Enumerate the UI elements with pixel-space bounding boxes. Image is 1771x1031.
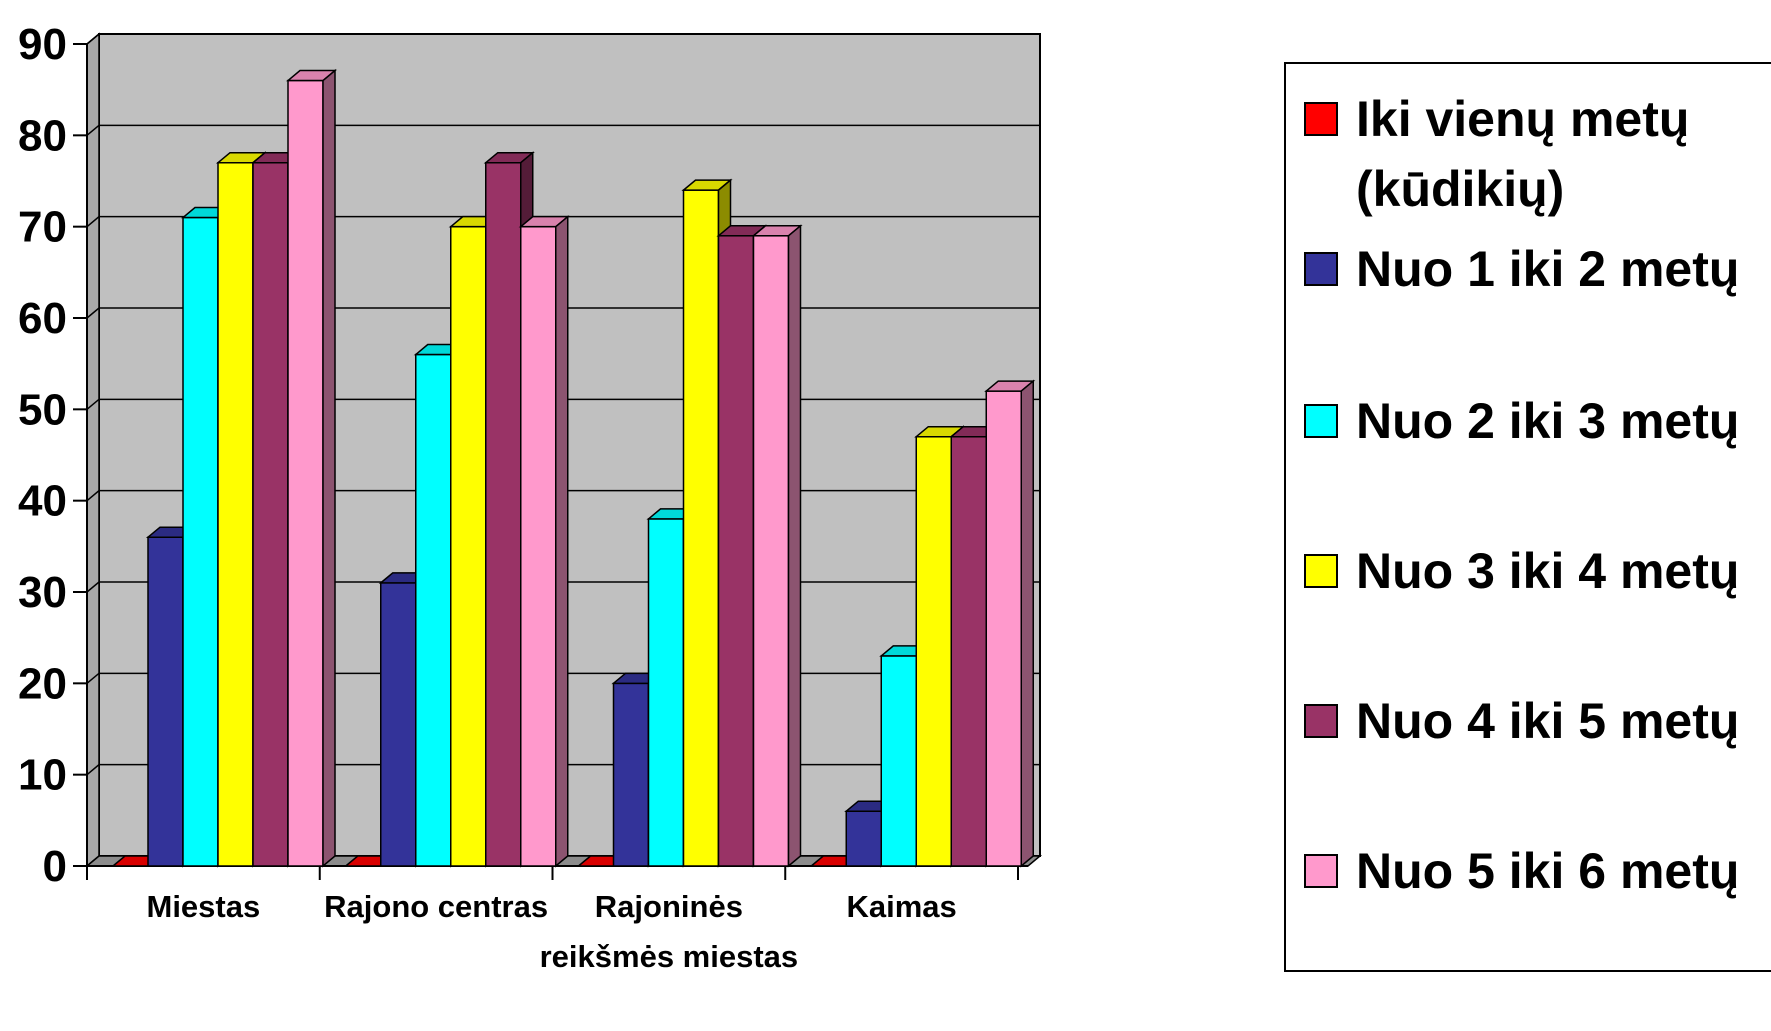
bar-front: [752, 235, 790, 867]
y-tick-label: 80: [18, 111, 67, 160]
bar-front: [845, 810, 882, 867]
bar-side: [787, 224, 802, 868]
bar-front: [682, 189, 720, 867]
legend-swatch: [1304, 252, 1338, 286]
bar-front: [647, 518, 685, 867]
bar-front: [485, 161, 522, 867]
gridline: [86, 33, 1040, 45]
y-tick-label: 50: [18, 385, 67, 434]
y-tick-label: 70: [18, 203, 67, 252]
y-tick-label: 40: [18, 477, 67, 526]
bar-front: [147, 536, 184, 867]
bar-front: [415, 353, 452, 867]
legend-label: Nuo 2 iki 3 metų: [1356, 393, 1740, 449]
category-label: Miestas: [147, 889, 261, 924]
category-label: Kaimas: [846, 889, 956, 924]
y-tick-label: 20: [18, 659, 67, 708]
bar-side: [555, 215, 569, 868]
legend: Iki vienų metų (kūdikių) Nuo 1 iki 2 metų…: [1284, 62, 1771, 972]
gridline: [86, 124, 1040, 136]
bar-side: [1020, 379, 1034, 868]
bar-front: [880, 655, 917, 867]
category-labels: Miestas Rajono centras Rajoninės reikšmės m…: [147, 889, 957, 974]
legend-label: Iki vienų metų (kūdikių): [1356, 91, 1690, 217]
legend-swatch: [1304, 102, 1338, 136]
legend-label: Nuo 4 iki 5 metų: [1356, 693, 1740, 749]
bar-front: [217, 161, 254, 867]
bar-front: [287, 79, 324, 867]
bar: [285, 68, 338, 868]
bar-front: [717, 235, 755, 867]
legend-label: Nuo 3 iki 4 metų: [1356, 543, 1740, 599]
bar-front: [950, 435, 987, 867]
bar-front: [450, 225, 487, 867]
y-tick-label: 90: [18, 20, 67, 69]
bar-side: [322, 68, 336, 868]
bar-front: [520, 225, 557, 867]
y-tick-label: 0: [43, 842, 67, 891]
bar: [984, 379, 1036, 868]
bar-front: [612, 682, 650, 867]
category-label: Rajoninės reikšmės miestas: [540, 889, 799, 974]
y-tick-label: 60: [18, 294, 67, 343]
bar-front: [182, 216, 219, 867]
legend-swatch: [1304, 854, 1338, 888]
bar-front: [915, 435, 952, 867]
legend-label: Nuo 1 iki 2 metų: [1356, 241, 1740, 297]
bars: [110, 68, 1036, 868]
y-tick-label: 10: [18, 751, 67, 800]
bar-front: [252, 161, 289, 867]
y-tick-label: 30: [18, 568, 67, 617]
side-wall: [86, 32, 100, 868]
bar-front: [985, 390, 1022, 867]
category-label: Rajono centras: [324, 889, 548, 924]
legend-swatch: [1304, 704, 1338, 738]
bar-front: [380, 582, 417, 867]
bar: [518, 215, 570, 868]
bar: [751, 224, 803, 868]
legend-swatch: [1304, 554, 1338, 588]
legend-swatch: [1304, 404, 1338, 438]
y-tick-labels: 0 10 20 30 40 50 60 70 80 90: [18, 20, 67, 891]
legend-label: Nuo 5 iki 6 metų: [1356, 843, 1740, 899]
